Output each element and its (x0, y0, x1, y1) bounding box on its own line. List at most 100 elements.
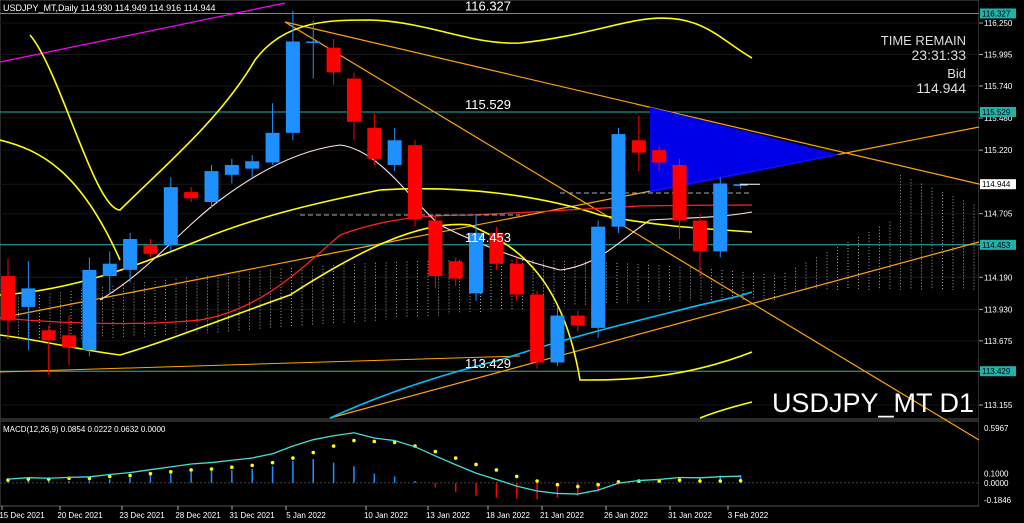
candle-body (692, 220, 707, 252)
macd-signal-dot (535, 479, 539, 483)
candle[interactable] (82, 257, 97, 357)
macd-signal-dot (576, 484, 580, 489)
candle-body (346, 78, 361, 122)
candle[interactable] (713, 177, 728, 258)
candle[interactable] (245, 155, 260, 178)
trendline-steep-descending[interactable] (284, 21, 980, 441)
symbol-watermark: USDJPY_MT D1 (772, 388, 974, 418)
macd-label: MACD(12,26,9) 0.0854 0.0222 0.0632 0.000… (3, 425, 166, 434)
candle-body (509, 263, 524, 295)
macd-signal-dot (596, 482, 600, 487)
candle[interactable] (469, 214, 484, 301)
candle[interactable] (692, 214, 707, 277)
macd-signal-dot (372, 439, 377, 444)
macd-signal-dot (311, 450, 316, 455)
candle[interactable] (428, 214, 443, 289)
candle-body (82, 269, 97, 351)
time-tick-label: 10 Jan 2022 (364, 511, 409, 520)
macd-signal-dot (555, 482, 560, 487)
time-tick-label: 3 Feb 2022 (728, 511, 769, 520)
time-tick-label: 31 Jan 2022 (668, 511, 713, 520)
triangle-pattern-shape[interactable] (650, 107, 840, 193)
candle[interactable] (570, 310, 585, 332)
bollinger-mid (0, 187, 753, 296)
candle-body (469, 232, 484, 294)
candle-body (306, 41, 321, 44)
macd-signal-dot (107, 474, 112, 479)
price-tick-label: 115.995 (984, 50, 1013, 59)
candle[interactable] (41, 325, 56, 375)
price-highlight-label: 115.529 (982, 108, 1011, 117)
macd-signal-dot (250, 463, 254, 468)
macd-signal-dot (474, 462, 478, 467)
price-tick-label: 113.155 (984, 401, 1013, 410)
candle-body (733, 184, 748, 186)
level-labels: 116.327 115.529 114.453 113.429 (465, 0, 511, 371)
candle-body (652, 150, 667, 163)
macd-signal-dot (352, 438, 356, 443)
candle-body (530, 294, 545, 363)
trend-lines[interactable] (0, 2, 980, 441)
candle[interactable] (62, 315, 77, 365)
candle[interactable] (326, 39, 341, 85)
candle[interactable] (102, 251, 117, 295)
candles[interactable] (1, 10, 748, 375)
candle-body (285, 41, 300, 133)
time-tick-label: 28 Dec 2021 (175, 511, 221, 520)
candle[interactable] (224, 158, 239, 184)
candle[interactable] (346, 72, 361, 141)
level-label: 113.429 (465, 356, 511, 371)
candle[interactable] (652, 146, 667, 172)
time-tick-label: 31 Dec 2021 (229, 511, 275, 520)
bid-value: 114.944 (916, 80, 966, 96)
macd-tick-label: 0.5967 (984, 424, 1009, 433)
candle[interactable] (123, 232, 138, 283)
candle[interactable] (204, 164, 219, 209)
ma-red (0, 204, 753, 325)
candle-body (41, 330, 56, 341)
candle[interactable] (306, 20, 321, 79)
candle[interactable] (1, 258, 15, 338)
candle-body (224, 164, 239, 175)
candle[interactable] (591, 220, 606, 338)
candle[interactable] (509, 257, 524, 301)
candle-body (570, 315, 585, 326)
price-tick-label: 114.190 (984, 273, 1013, 282)
macd-signal-dot (331, 444, 336, 448)
candle[interactable] (163, 177, 178, 252)
price-highlight-box (980, 366, 1016, 377)
trendline-ascending-lower[interactable] (329, 241, 980, 419)
candle[interactable] (530, 290, 545, 369)
candle-body (21, 288, 36, 307)
macd-signal-dot (514, 474, 519, 479)
candle[interactable] (265, 103, 280, 165)
price-highlight-label: 116.327 (982, 9, 1011, 18)
price-tick-label: 113.675 (984, 337, 1013, 346)
trendline-magenta[interactable] (0, 2, 286, 63)
symbol-info-label: USDJPY_MT,Daily 114.930 114.949 114.916 … (3, 3, 215, 13)
candle[interactable] (408, 140, 422, 227)
candle[interactable] (285, 10, 300, 141)
candle[interactable] (611, 127, 626, 233)
time-tick-label: 5 Jan 2022 (286, 511, 326, 520)
macd-signal-dot (698, 479, 702, 483)
candle-body (62, 335, 77, 348)
candle[interactable] (387, 127, 402, 172)
candle[interactable] (631, 115, 646, 172)
trendline-lower-flat[interactable] (0, 355, 521, 373)
candle[interactable] (489, 226, 504, 270)
macd-signal-dot (433, 449, 438, 454)
trendline-upper-descending[interactable] (284, 21, 980, 185)
candle[interactable] (550, 306, 565, 367)
macd-signal-dot (270, 460, 275, 465)
candle[interactable] (672, 158, 687, 240)
candle[interactable] (367, 113, 382, 165)
candle[interactable] (448, 257, 463, 286)
candle[interactable] (21, 261, 36, 351)
level-label: 116.327 (465, 0, 511, 13)
candle-body (550, 315, 565, 363)
candle[interactable] (184, 187, 199, 202)
candle[interactable] (143, 239, 158, 258)
